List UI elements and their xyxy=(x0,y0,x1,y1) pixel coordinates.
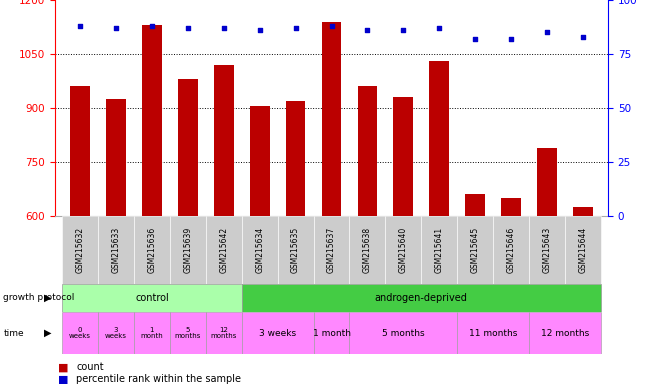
Bar xyxy=(62,216,98,284)
Text: GSM215633: GSM215633 xyxy=(112,227,120,273)
Point xyxy=(541,29,552,35)
Bar xyxy=(322,22,341,216)
Point xyxy=(578,34,588,40)
Point xyxy=(362,27,372,33)
Text: 5
months: 5 months xyxy=(175,326,201,339)
Text: GSM215638: GSM215638 xyxy=(363,227,372,273)
Bar xyxy=(350,216,385,284)
Bar xyxy=(206,216,242,284)
Bar xyxy=(278,216,313,284)
Bar xyxy=(178,79,198,216)
Text: GSM215636: GSM215636 xyxy=(148,227,157,273)
Text: GSM215646: GSM215646 xyxy=(506,227,515,273)
Text: 0
weeks: 0 weeks xyxy=(69,326,91,339)
Text: growth protocol: growth protocol xyxy=(3,293,75,303)
Bar xyxy=(430,61,449,216)
Text: ▶: ▶ xyxy=(44,328,51,338)
Bar xyxy=(242,312,313,354)
Text: androgen-deprived: androgen-deprived xyxy=(375,293,468,303)
Text: ■: ■ xyxy=(58,374,69,384)
Bar xyxy=(529,312,601,354)
Text: GSM215635: GSM215635 xyxy=(291,227,300,273)
Text: GSM215639: GSM215639 xyxy=(183,227,192,273)
Bar xyxy=(573,207,593,216)
Bar xyxy=(465,194,485,216)
Text: GSM215637: GSM215637 xyxy=(327,227,336,273)
Text: GSM215640: GSM215640 xyxy=(399,227,408,273)
Text: count: count xyxy=(77,362,104,372)
Text: GSM215642: GSM215642 xyxy=(219,227,228,273)
Bar xyxy=(62,312,98,354)
Text: GSM215645: GSM215645 xyxy=(471,227,480,273)
Text: percentile rank within the sample: percentile rank within the sample xyxy=(77,374,241,384)
Text: GSM215632: GSM215632 xyxy=(75,227,84,273)
Bar xyxy=(493,216,529,284)
Bar xyxy=(565,216,601,284)
Point xyxy=(147,23,157,29)
Bar xyxy=(501,198,521,216)
Bar xyxy=(70,86,90,216)
Text: GSM215643: GSM215643 xyxy=(543,227,551,273)
Point xyxy=(291,25,301,31)
Bar xyxy=(142,25,162,216)
Text: GSM215641: GSM215641 xyxy=(435,227,444,273)
Text: control: control xyxy=(135,293,169,303)
Bar xyxy=(313,216,350,284)
Point xyxy=(183,25,193,31)
Bar xyxy=(134,216,170,284)
Text: 12 months: 12 months xyxy=(541,328,589,338)
Bar xyxy=(134,312,170,354)
Bar xyxy=(421,216,457,284)
Bar xyxy=(457,216,493,284)
Bar xyxy=(537,147,557,216)
Bar xyxy=(385,216,421,284)
Bar xyxy=(286,101,306,216)
Point xyxy=(470,36,480,42)
Bar xyxy=(106,99,126,216)
Text: 11 months: 11 months xyxy=(469,328,517,338)
Bar xyxy=(98,216,134,284)
Point xyxy=(255,27,265,33)
Bar xyxy=(358,86,377,216)
Bar xyxy=(393,97,413,216)
Bar xyxy=(350,312,457,354)
Text: GSM215644: GSM215644 xyxy=(578,227,588,273)
Point xyxy=(111,25,122,31)
Text: time: time xyxy=(3,328,24,338)
Bar xyxy=(313,312,350,354)
Text: 3
weeks: 3 weeks xyxy=(105,326,127,339)
Text: 1
month: 1 month xyxy=(140,326,163,339)
Bar xyxy=(170,312,206,354)
Text: 5 months: 5 months xyxy=(382,328,424,338)
Text: GSM215634: GSM215634 xyxy=(255,227,264,273)
Text: 3 weeks: 3 weeks xyxy=(259,328,296,338)
Point xyxy=(506,36,516,42)
Bar xyxy=(206,312,242,354)
Bar xyxy=(242,216,278,284)
Bar xyxy=(170,216,206,284)
Point xyxy=(75,23,85,29)
Bar xyxy=(98,312,134,354)
Point xyxy=(398,27,408,33)
Bar xyxy=(62,284,242,312)
Point xyxy=(218,25,229,31)
Text: 1 month: 1 month xyxy=(313,328,350,338)
Point xyxy=(434,25,445,31)
Point xyxy=(326,23,337,29)
Text: ■: ■ xyxy=(58,362,69,372)
Bar xyxy=(457,312,529,354)
Text: 12
months: 12 months xyxy=(211,326,237,339)
Text: ▶: ▶ xyxy=(44,293,51,303)
Bar xyxy=(250,106,270,216)
Bar xyxy=(529,216,565,284)
Bar xyxy=(214,65,233,216)
Bar xyxy=(242,284,601,312)
